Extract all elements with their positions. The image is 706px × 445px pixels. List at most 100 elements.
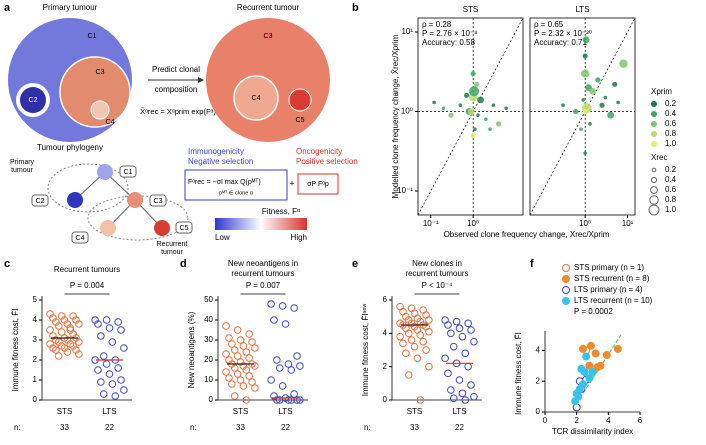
point	[225, 374, 233, 382]
point	[273, 396, 281, 404]
point	[233, 352, 242, 360]
y-tick-label: 5	[33, 295, 38, 304]
point	[94, 320, 102, 328]
point	[404, 329, 413, 338]
point	[449, 342, 458, 351]
point	[573, 108, 579, 115]
point	[63, 348, 72, 356]
n-value: 33	[236, 423, 245, 432]
identity-line	[529, 17, 636, 216]
point	[407, 304, 416, 313]
point	[464, 362, 472, 371]
point	[117, 376, 125, 384]
legend-label: 0.8	[665, 129, 677, 138]
y-axis-label: Immune fitness cost, F̄I	[514, 332, 523, 415]
point	[75, 320, 83, 328]
point	[239, 382, 248, 390]
high-label: High	[291, 233, 307, 242]
clone-label: C3	[264, 33, 273, 40]
point	[467, 381, 475, 389]
legend-title: Xprim	[651, 87, 672, 96]
clone-label: C5	[296, 117, 305, 124]
onco-label: Positive selection	[296, 157, 358, 166]
point	[449, 394, 458, 403]
legend-label: LTS primary (n = 4)	[574, 285, 643, 294]
point	[270, 316, 278, 324]
arrow-label: Predict clonal	[152, 65, 200, 74]
point	[561, 103, 565, 108]
primary-outline	[47, 163, 129, 213]
legend-swatch	[651, 131, 657, 137]
clone-label: C4	[252, 95, 261, 102]
legend-label: STS primary (n = 1)	[574, 263, 644, 272]
point	[273, 356, 281, 364]
point	[613, 344, 622, 353]
point	[120, 344, 128, 352]
point	[228, 340, 236, 348]
primary-label: tumour	[11, 167, 33, 174]
point	[230, 364, 239, 372]
tree-node	[154, 220, 170, 236]
immuno-label: Negative selection	[188, 157, 253, 166]
point	[577, 364, 586, 373]
legend-swatch	[651, 101, 657, 107]
point	[278, 302, 287, 310]
point	[425, 316, 433, 324]
panel-label: d	[180, 258, 187, 270]
point	[228, 380, 236, 388]
panel-label: b	[352, 2, 359, 14]
point	[588, 367, 597, 376]
fitness-formula: Fᵅrec = −σI max Q(pᴹᵀ)	[188, 179, 261, 186]
point	[455, 324, 464, 333]
point	[290, 304, 298, 312]
point	[491, 103, 496, 108]
plot-title: New neoantigens in	[228, 259, 298, 268]
point	[448, 112, 454, 118]
point	[586, 341, 595, 350]
point	[469, 86, 480, 97]
point	[296, 396, 304, 404]
x-axis-label: TCR dissimilarity index	[552, 427, 633, 436]
panel-label: f	[530, 258, 534, 270]
point	[458, 332, 467, 341]
point	[94, 366, 102, 374]
point	[461, 396, 470, 404]
primary-title: Primary tumour	[43, 3, 98, 12]
panel-label: e	[352, 258, 358, 270]
legend-label: 1.0	[665, 139, 677, 148]
point	[616, 100, 620, 105]
x-tick-label: STS	[233, 407, 249, 416]
x-tick-label: 6	[638, 416, 643, 425]
point	[452, 317, 461, 326]
tree-edges	[74, 171, 163, 229]
onco-label: Oncogenicity	[296, 147, 342, 156]
point	[402, 349, 410, 358]
clone-label: C2	[36, 198, 45, 205]
point	[287, 366, 296, 374]
point	[477, 96, 485, 104]
point	[245, 330, 253, 338]
n-value: 22	[281, 423, 290, 432]
y-tick-label: 50	[204, 295, 213, 304]
y-tick-label: 4	[33, 315, 38, 324]
point	[281, 320, 290, 328]
point	[582, 36, 590, 44]
clone-c4	[90, 100, 110, 120]
point	[396, 332, 404, 341]
point	[120, 386, 128, 394]
plot-frame	[529, 17, 636, 216]
point	[75, 338, 83, 346]
point	[476, 113, 480, 117]
point	[425, 327, 433, 336]
x-tick-label: STS	[57, 407, 73, 416]
point	[66, 326, 75, 334]
y-tick-label: 0	[383, 395, 388, 404]
point	[419, 337, 427, 346]
fitness-gradient	[215, 218, 307, 230]
annotation: P = 0.007	[246, 281, 281, 290]
y-tick-label: 10¹	[401, 27, 413, 36]
y-axis-label: Modelled clone frequency change, X̂rec/X…	[391, 34, 400, 198]
panel-label: a	[4, 2, 11, 14]
stat-label: P = 2.76 × 10⁻⁸	[422, 29, 478, 38]
clone-c2	[20, 87, 46, 113]
